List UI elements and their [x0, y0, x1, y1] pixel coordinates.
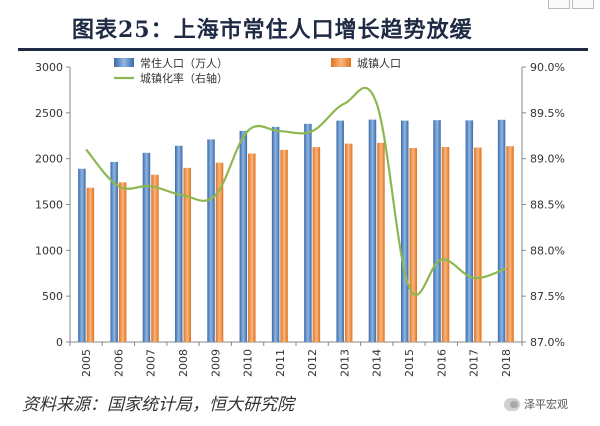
legend-swatch-urban [331, 58, 351, 67]
bar-urban [118, 182, 127, 342]
x-tick-label: 2008 [177, 349, 190, 377]
bar-resident [304, 123, 312, 342]
wechat-icon [504, 397, 520, 411]
bar-resident [142, 152, 151, 342]
bar-urban [441, 147, 450, 342]
title-band: 图表25：上海市常住人口增长趋势放缓 [0, 0, 600, 51]
page-title: 图表25：上海市常住人口增长趋势放缓 [72, 17, 473, 43]
y-tick-label-right: 90.0% [530, 61, 565, 74]
bar-resident [110, 161, 118, 342]
y-tick-label-left: 1500 [35, 199, 63, 212]
bar-resident [271, 126, 280, 342]
bar-resident [497, 119, 506, 342]
y-tick-label-left: 1000 [35, 244, 63, 257]
bar-resident [368, 119, 377, 342]
legend-label-resident: 常住人口（万人） [140, 56, 228, 70]
legend-label-rate: 城镇化率（右轴） [140, 71, 228, 85]
y-tick-label-right: 89.0% [530, 153, 565, 166]
legend-label-urban: 城镇人口 [357, 56, 401, 70]
bar-urban [215, 162, 224, 342]
bar-resident [78, 168, 86, 342]
watermark: 泽平宏观 [504, 396, 568, 412]
bar-urban [151, 174, 159, 342]
bar-resident [433, 120, 441, 343]
legend-swatch-resident [114, 58, 134, 67]
bar-urban [409, 148, 417, 342]
bar-urban [86, 187, 95, 342]
bar-resident [175, 145, 183, 342]
y-tick-label-right: 87.5% [530, 290, 565, 303]
x-tick-label: 2010 [242, 349, 255, 377]
bar-urban [377, 142, 385, 342]
corner-box [572, 0, 594, 9]
rate-line [85, 86, 507, 297]
watermark-text: 泽平宏观 [524, 398, 568, 411]
bars [78, 119, 514, 343]
bar-urban [312, 147, 321, 342]
chart: 0 500 1000 1500 2000 2500 3000 87.0% 87.5% 88.0% 8… [35, 56, 565, 377]
bar-resident [207, 139, 215, 342]
y-tick-label-left: 2000 [35, 153, 63, 166]
x-tick-label: 2011 [274, 349, 287, 377]
title-rule [18, 48, 588, 51]
x-tick-label: 2017 [468, 349, 481, 377]
x-tick-label: 2014 [371, 349, 384, 377]
bar-resident [465, 120, 474, 342]
corner-box [548, 0, 570, 9]
y-tick-label-left: 0 [56, 336, 63, 349]
source-note: 资料来源：国家统计局，恒大研究院 [22, 395, 294, 415]
bar-urban [474, 147, 482, 342]
rate-line-path [85, 86, 507, 297]
x-tick-label: 2006 [112, 349, 125, 377]
bar-resident [401, 120, 409, 342]
bar-urban [248, 153, 256, 342]
bar-urban [506, 146, 514, 342]
y-tick-label-left: 2500 [35, 107, 63, 120]
x-tick-label: 2009 [209, 349, 222, 377]
bar-urban [183, 167, 191, 342]
y-tick-label-left: 3000 [35, 61, 63, 74]
bar-urban [344, 143, 353, 342]
x-tick-label: 2012 [306, 349, 319, 377]
y-tick-label-right: 89.5% [530, 107, 565, 120]
x-tick-label: 2015 [403, 349, 416, 377]
x-tick-label: 2018 [500, 349, 513, 377]
x-tick-label: 2016 [435, 349, 448, 377]
y-tick-label-right: 88.5% [530, 199, 565, 212]
bar-urban [280, 149, 288, 342]
bar-resident [336, 120, 344, 342]
x-tick-label: 2005 [80, 349, 93, 377]
y-tick-label-left: 500 [42, 290, 63, 303]
axes: 0 500 1000 1500 2000 2500 3000 87.0% 87.5% 88.0% 8… [35, 61, 565, 377]
bar-resident [239, 130, 248, 342]
x-tick-label: 2007 [145, 349, 158, 377]
y-tick-label-right: 87.0% [530, 336, 565, 349]
y-tick-label-right: 88.0% [530, 244, 565, 257]
x-tick-label: 2013 [338, 349, 351, 377]
